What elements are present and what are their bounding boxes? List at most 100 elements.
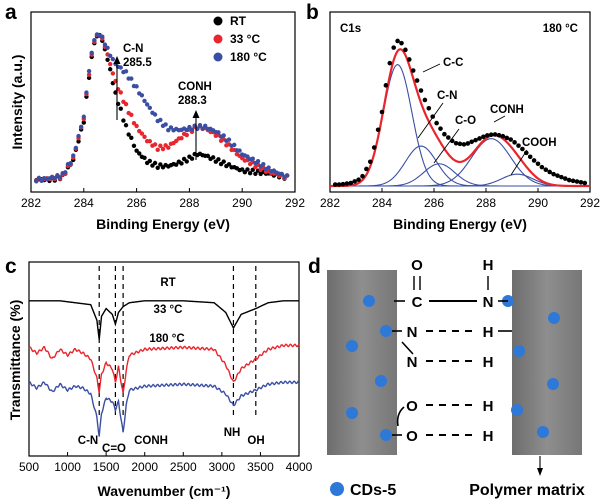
legend-marker-rt xyxy=(213,16,223,26)
cd-dot xyxy=(548,312,560,324)
data-point xyxy=(126,132,131,137)
component-label-cooh: COOH xyxy=(522,137,557,149)
data-point xyxy=(422,97,428,103)
marker-label-nh: NH xyxy=(224,427,241,439)
panel-label-a: a xyxy=(5,1,17,24)
data-point xyxy=(255,159,261,164)
data-point xyxy=(226,162,232,167)
data-point xyxy=(158,162,163,167)
data-point xyxy=(137,151,142,156)
data-point xyxy=(446,135,451,140)
bond-row5-left: O xyxy=(406,428,418,445)
x-ticks-a: 282 284 286 288 290 292 xyxy=(21,188,305,210)
data-point xyxy=(582,180,588,186)
legend-dot-label: CDs-5 xyxy=(350,482,396,499)
x-tick-label: 292 xyxy=(285,196,305,210)
data-point xyxy=(152,112,158,117)
series-label-33c: 33 °C xyxy=(154,304,183,316)
data-point xyxy=(152,160,158,166)
leader-cn xyxy=(417,102,444,139)
marker-label-co: C=O xyxy=(102,443,126,455)
annotation-arrowhead-cn xyxy=(113,56,121,64)
annotation-conh-value: 288.3 xyxy=(178,95,207,107)
data-point xyxy=(108,53,113,59)
data-point xyxy=(426,106,432,111)
data-point xyxy=(76,133,81,139)
data-point xyxy=(442,131,447,137)
data-point xyxy=(438,126,443,131)
data-layer-b xyxy=(330,38,590,188)
data-point xyxy=(105,57,110,62)
data-point xyxy=(226,137,232,142)
data-point xyxy=(473,137,478,143)
data-point xyxy=(383,83,389,88)
bond-row4-left: O xyxy=(406,398,418,415)
data-point xyxy=(379,109,385,115)
data-point xyxy=(158,117,163,123)
data-point xyxy=(336,182,342,187)
annotation-cn-label: C-N xyxy=(123,43,143,55)
data-point xyxy=(147,105,152,111)
data-point xyxy=(216,130,221,135)
panel-c: c 500 1000 1500 2000 2500 3000 3500 4000 RT 33 … xyxy=(5,255,313,499)
data-point xyxy=(348,180,354,186)
data-point xyxy=(360,173,365,179)
left-matrix-block xyxy=(327,270,397,455)
ftir-series-2 xyxy=(28,380,300,437)
data-point xyxy=(535,161,541,167)
cd-dot xyxy=(537,426,549,438)
data-point xyxy=(407,57,412,62)
b-title-left: C1s xyxy=(340,23,361,35)
bond-row2-left: N xyxy=(407,324,418,341)
data-point xyxy=(86,75,92,81)
bond-bend-nn xyxy=(401,341,414,355)
component-curve-1 xyxy=(330,145,590,187)
data-point xyxy=(36,175,42,181)
data-point xyxy=(118,65,123,70)
cd-dot xyxy=(375,375,387,387)
x-axis-title-a: Binding Energy (eV) xyxy=(96,216,230,232)
bond-row3-left: N xyxy=(407,354,418,371)
data-point xyxy=(414,78,420,83)
data-point xyxy=(179,135,184,141)
data-point xyxy=(155,147,160,153)
cd-dot xyxy=(380,325,392,337)
data-point xyxy=(139,93,145,98)
data-point xyxy=(250,156,255,161)
data-point xyxy=(344,181,350,186)
data-point xyxy=(210,155,216,160)
panel-label-c: c xyxy=(5,255,17,278)
x-ticks-b: 282 284 286 288 290 292 xyxy=(320,188,600,210)
data-point xyxy=(200,126,205,131)
data-point xyxy=(166,128,171,133)
data-point xyxy=(123,69,129,74)
data-point xyxy=(279,171,284,177)
data-point xyxy=(485,133,490,138)
data-point xyxy=(184,132,189,138)
x-tick-label: 282 xyxy=(21,196,41,210)
data-point xyxy=(531,158,537,163)
data-point xyxy=(232,142,237,148)
legend-marker-33c xyxy=(213,34,223,44)
data-point xyxy=(508,137,513,142)
top-label-o: O xyxy=(411,257,423,274)
data-point xyxy=(34,179,39,184)
data-point xyxy=(142,98,147,104)
data-point xyxy=(84,90,89,95)
data-point xyxy=(566,177,572,183)
data-point xyxy=(216,157,221,162)
data-point xyxy=(520,146,525,152)
data-point xyxy=(155,165,160,170)
data-point xyxy=(375,127,381,133)
data-point xyxy=(39,178,44,184)
data-point xyxy=(160,146,166,152)
data-point xyxy=(108,61,113,67)
legend-label-33c: 33 °C xyxy=(230,32,260,46)
data-point xyxy=(261,161,266,167)
data-point xyxy=(403,47,408,53)
data-point xyxy=(547,169,552,175)
component-label-cc: C-C xyxy=(443,57,463,69)
data-point xyxy=(461,142,467,147)
bond-row2-right: H xyxy=(483,324,494,341)
data-point xyxy=(168,125,174,130)
